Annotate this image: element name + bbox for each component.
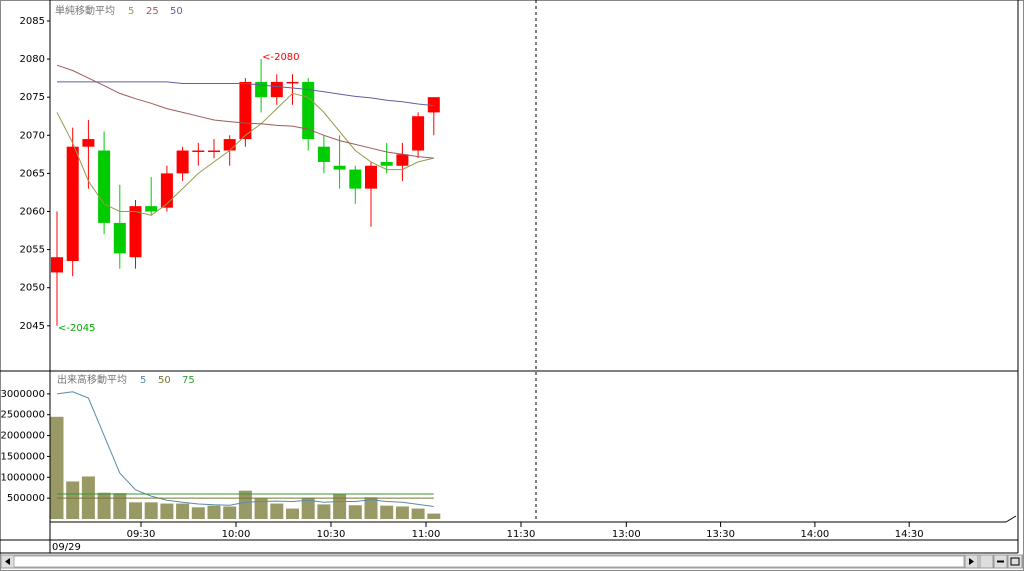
legend-entry: 50 [158,375,171,386]
legend-entry: 5 [140,375,146,386]
x-tick-label: 10:00 [222,529,251,540]
y-tick-label: 2055 [20,245,45,256]
volume-bar [50,416,64,519]
volume-bar [207,505,221,519]
candle-body [270,81,283,98]
candle-body [51,257,63,273]
candle-body [176,150,189,174]
y-tick-label: 2065 [20,168,45,179]
moving-average-line [56,64,434,159]
volume-bar [97,492,111,519]
price-annotation: <-2045 [58,323,95,334]
arrow-left [5,558,10,565]
y-tick-label: 2070 [20,130,45,141]
price-annotation: <-2080 [262,52,299,63]
y-tick-label: 2000000 [0,431,45,442]
volume-bar [380,505,394,519]
zoom-in[interactable] [979,554,994,569]
x-tick-label: 11:00 [412,529,441,540]
candle-body [66,146,79,262]
price-legend-title: 単純移動平均 [55,4,115,17]
volume-legend-title: 出来高移動平均 [57,373,127,386]
scrollbar[interactable] [0,554,1024,569]
moving-average-line [57,81,434,107]
candle-body [129,206,142,258]
candle-body [192,150,205,153]
zoom-reset-icon [1010,557,1020,566]
candle-body [223,139,236,151]
y-tick-label: 1500000 [0,451,45,462]
y-tick-label: 2050 [20,283,45,294]
candle-body [349,169,362,189]
candle-body [286,81,299,84]
scroll-thumb[interactable] [13,555,965,568]
y-tick-label: 2075 [20,92,45,103]
candle-body [396,154,409,166]
volume-bar [317,504,331,519]
candle-body [427,97,440,113]
volume-bar [411,508,425,519]
x-tick-label: 11:30 [507,529,536,540]
legend-entry: 25 [146,6,159,17]
candle-body [113,222,126,254]
y-tick-label: 2085 [20,16,45,27]
volume-bar [348,505,362,519]
volume-bar [395,506,409,519]
x-tick-label: 14:30 [895,529,924,540]
y-tick-label: 2080 [20,54,45,65]
volume-bar [301,497,315,519]
candle-body [365,165,377,189]
arrow-right [969,558,974,565]
x-tick-label: 10:30 [317,529,346,540]
volume-bar [129,502,142,519]
y-tick-label: 2500000 [0,410,45,421]
y-tick-label: 2045 [20,321,45,332]
y-tick-label: 1000000 [0,472,45,483]
y-tick-label: 2060 [20,206,45,217]
y-tick-label: 500000 [7,493,45,504]
volume-bar [238,490,252,519]
moving-average-line [56,92,434,216]
x-axis-end [1005,515,1017,523]
volume-bar [113,493,127,519]
candle-body [239,81,252,140]
volume-bar [176,503,190,519]
candle-body [145,206,158,212]
x-tick-label: 13:00 [612,529,641,540]
date-label: 09/29 [52,542,81,553]
volume-bar [254,498,268,519]
volume-bar [144,502,158,519]
candle-body [82,139,95,147]
legend-entry: 5 [128,6,134,17]
x-tick-label: 13:30 [706,529,735,540]
volume-bar [160,503,174,519]
volume-bar [333,494,347,519]
legend-entry: 75 [182,375,195,386]
volume-bar [286,508,299,519]
zoom-reset[interactable] [1007,554,1023,569]
candle-body [380,161,393,166]
y-tick-label: 3000000 [0,389,45,400]
candle-body [160,173,173,208]
candle-body [317,146,330,162]
volume-bar [270,503,284,519]
volume-bar [223,506,237,519]
volume-bar [364,497,378,519]
volume-bar [191,507,205,519]
volume-bar [427,513,441,519]
candle-body [98,150,111,223]
x-tick-label: 09:30 [127,529,156,540]
moving-average-line [56,391,434,507]
candle-body [412,116,425,151]
candle-body [333,165,346,170]
legend-entry: 50 [170,6,183,17]
candle-body [208,150,220,153]
volume-bar [66,481,80,519]
x-tick-label: 14:00 [800,529,829,540]
